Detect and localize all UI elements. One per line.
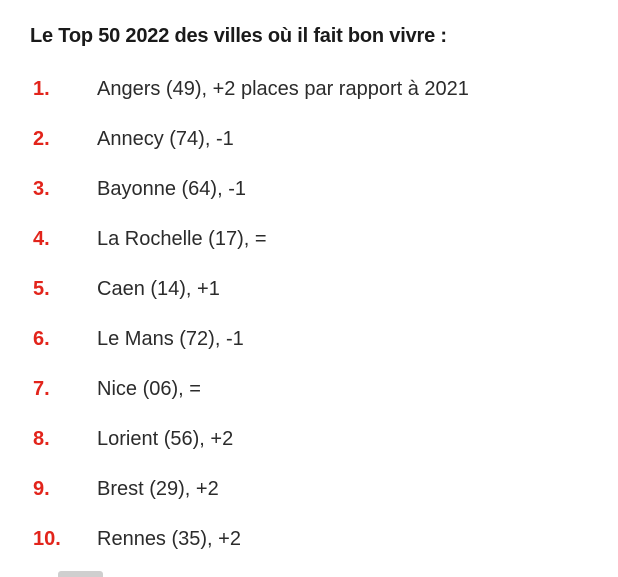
list-item: 10. Rennes (35), +2 <box>30 527 598 552</box>
rank-number: 5. <box>33 278 50 300</box>
list-item-text: Angers (49), +2 places par rapport à 202… <box>97 78 469 100</box>
rank-number: 4. <box>33 228 50 250</box>
list-item: 7. Nice (06), = <box>30 377 598 402</box>
rank-number: 1. <box>33 78 50 100</box>
list-item-text: Caen (14), +1 <box>97 278 220 300</box>
rank-number: 7. <box>33 378 50 400</box>
list-item: 9. Brest (29), +2 <box>30 477 598 502</box>
list-item: 6. Le Mans (72), -1 <box>30 327 598 352</box>
city-ranking-list: 1. Angers (49), +2 places par rapport à … <box>30 77 598 552</box>
list-item-text: Bayonne (64), -1 <box>97 178 246 200</box>
rank-number: 6. <box>33 328 50 350</box>
rank-number: 3. <box>33 178 50 200</box>
rank-number: 10. <box>33 528 61 550</box>
list-item-text: Annecy (74), -1 <box>97 128 234 150</box>
list-item-text: La Rochelle (17), = <box>97 228 267 250</box>
list-item: 5. Caen (14), +1 <box>30 277 598 302</box>
list-item: 3. Bayonne (64), -1 <box>30 177 598 202</box>
list-item-text: Rennes (35), +2 <box>97 528 241 550</box>
list-item-text: Brest (29), +2 <box>97 478 219 500</box>
list-item-text: Lorient (56), +2 <box>97 428 234 450</box>
page-title: Le Top 50 2022 des villes où il fait bon… <box>30 25 447 47</box>
rank-number: 9. <box>33 478 50 500</box>
rank-number: 2. <box>33 128 50 150</box>
rank-number: 8. <box>33 428 50 450</box>
list-item: 4. La Rochelle (17), = <box>30 227 598 252</box>
list-item: 2. Annecy (74), -1 <box>30 127 598 152</box>
list-item-text: Nice (06), = <box>97 378 201 400</box>
list-item: 1. Angers (49), +2 places par rapport à … <box>30 77 598 102</box>
article-content: Le Top 50 2022 des villes où il fait bon… <box>30 25 598 552</box>
list-item-text: Le Mans (72), -1 <box>97 328 244 350</box>
horizontal-scrollbar-thumb[interactable] <box>58 571 103 577</box>
list-item: 8. Lorient (56), +2 <box>30 427 598 452</box>
